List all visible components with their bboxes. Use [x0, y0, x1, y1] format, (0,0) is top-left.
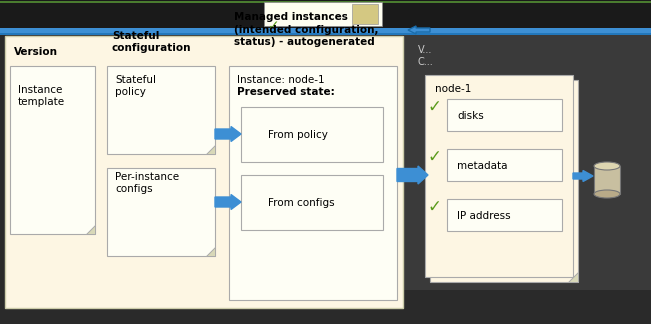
FancyArrow shape	[215, 126, 241, 142]
FancyArrow shape	[215, 194, 241, 210]
Text: ✓: ✓	[427, 98, 441, 116]
Text: IP address: IP address	[457, 211, 510, 221]
Text: node-1: node-1	[435, 84, 471, 94]
Text: Managed instances
(intended configuration,
status) - autogenerated: Managed instances (intended configuratio…	[234, 12, 378, 47]
Text: ✓: ✓	[427, 148, 441, 166]
Bar	[10, 66, 95, 234]
Polygon shape	[86, 225, 95, 234]
Text: From policy: From policy	[268, 130, 328, 140]
Text: ✓: ✓	[427, 198, 441, 216]
Bar	[425, 75, 573, 277]
Ellipse shape	[594, 162, 620, 170]
Text: C...: C...	[418, 57, 434, 67]
FancyArrow shape	[573, 170, 593, 181]
Bar	[0, 0, 651, 28]
Text: Instance: node-1: Instance: node-1	[237, 75, 325, 85]
Bar	[107, 168, 215, 256]
Text: metadata: metadata	[457, 161, 508, 171]
FancyArrow shape	[397, 166, 428, 184]
Text: Instance
template: Instance template	[18, 86, 65, 107]
Bar	[447, 149, 562, 181]
Bar	[430, 80, 578, 282]
Text: Preserved state:: Preserved state:	[237, 87, 335, 97]
Polygon shape	[206, 145, 215, 154]
Bar	[447, 199, 562, 231]
Bar	[594, 166, 620, 194]
Text: Stateful
configuration: Stateful configuration	[112, 30, 191, 53]
Bar	[0, 28, 651, 33]
Bar	[5, 36, 403, 308]
Text: Per-instance
configs: Per-instance configs	[115, 172, 179, 194]
Bar	[404, 35, 651, 290]
Bar	[241, 175, 383, 230]
Bar	[241, 107, 383, 162]
Bar	[352, 4, 378, 24]
FancyArrow shape	[408, 26, 430, 34]
Bar	[0, 1, 651, 3]
Text: Stateful
policy: Stateful policy	[115, 75, 156, 97]
Ellipse shape	[594, 190, 620, 198]
Bar	[447, 99, 562, 131]
Text: V...: V...	[418, 45, 432, 55]
Polygon shape	[568, 272, 578, 282]
Bar	[264, 2, 382, 26]
Text: Version: Version	[14, 47, 58, 57]
Polygon shape	[206, 247, 215, 256]
Bar	[229, 66, 397, 300]
Bar	[107, 66, 215, 154]
Text: disks: disks	[457, 111, 484, 121]
Text: From configs: From configs	[268, 198, 335, 208]
Bar	[0, 33, 651, 35]
Text: ✓: ✓	[268, 19, 280, 33]
